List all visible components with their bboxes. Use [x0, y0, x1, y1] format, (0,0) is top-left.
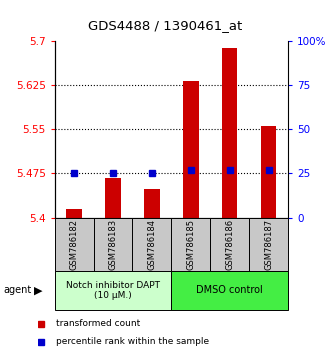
- Bar: [132, 218, 171, 271]
- Text: Notch inhibitor DAPT
(10 μM.): Notch inhibitor DAPT (10 μM.): [66, 281, 160, 300]
- Text: GSM786183: GSM786183: [109, 219, 118, 270]
- Bar: [249, 218, 288, 271]
- Bar: [93, 218, 132, 271]
- Bar: [210, 218, 249, 271]
- Bar: [55, 271, 171, 310]
- Bar: [171, 271, 288, 310]
- Bar: [261, 126, 276, 218]
- Text: agent: agent: [3, 285, 31, 295]
- Bar: [105, 178, 121, 218]
- Bar: [183, 81, 199, 218]
- Bar: [55, 218, 93, 271]
- Text: transformed count: transformed count: [56, 319, 140, 329]
- Text: DMSO control: DMSO control: [196, 285, 263, 295]
- Bar: [171, 218, 210, 271]
- Text: percentile rank within the sample: percentile rank within the sample: [56, 337, 209, 346]
- Text: ▶: ▶: [34, 285, 42, 295]
- Text: GDS4488 / 1390461_at: GDS4488 / 1390461_at: [88, 19, 243, 33]
- Bar: [222, 48, 237, 218]
- Text: GSM786185: GSM786185: [186, 219, 195, 270]
- Bar: [144, 189, 160, 218]
- Bar: [66, 209, 82, 218]
- Text: GSM786182: GSM786182: [70, 219, 78, 270]
- Text: GSM786187: GSM786187: [264, 219, 273, 270]
- Text: GSM786186: GSM786186: [225, 219, 234, 270]
- Text: GSM786184: GSM786184: [147, 219, 156, 270]
